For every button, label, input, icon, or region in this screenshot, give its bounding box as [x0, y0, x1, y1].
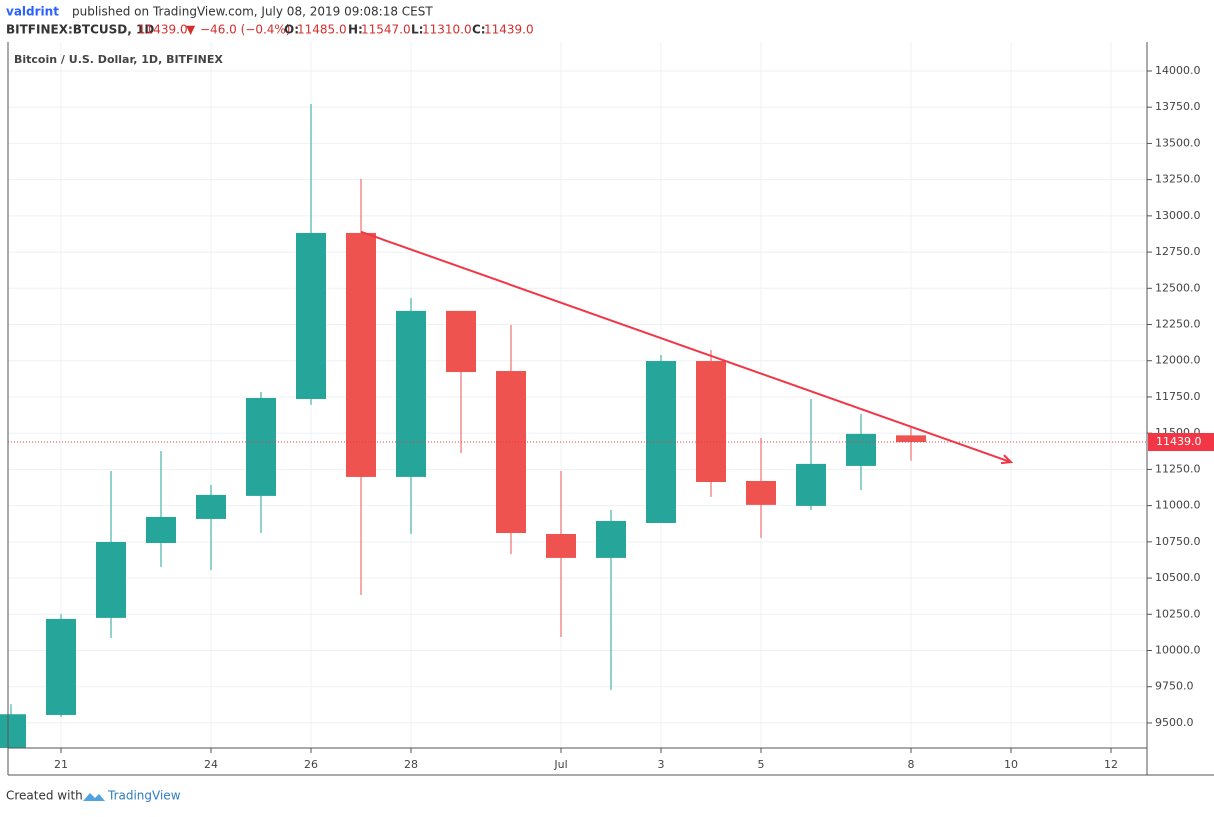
- logo: [83, 793, 105, 801]
- x-tick-label: 5: [758, 758, 765, 771]
- candle-body: [396, 310, 426, 477]
- author: valdrint: [6, 5, 59, 19]
- plot-area: [8, 42, 1147, 748]
- h-label: H:: [348, 23, 363, 37]
- y-tick-label: 11000.0: [1155, 499, 1201, 512]
- candle-body: [446, 310, 476, 373]
- published: published on TradingView.com, July 08, 2…: [72, 5, 433, 19]
- y-tick-label: 10750.0: [1155, 535, 1201, 548]
- y-tick-label: 9750.0: [1155, 680, 1194, 693]
- y-tick-label: 12500.0: [1155, 281, 1201, 294]
- open: 11485.0: [297, 23, 347, 37]
- y-tick-label: 14000.0: [1155, 64, 1201, 77]
- grid: [8, 42, 1147, 748]
- o-label: O:: [284, 23, 299, 37]
- y-tick-label: 13750.0: [1155, 100, 1201, 113]
- y-tick-label: 12000.0: [1155, 354, 1201, 367]
- candle-body: [746, 480, 776, 505]
- candle-body: [196, 494, 226, 519]
- candle-body: [546, 534, 576, 558]
- y-tick-label: 13250.0: [1155, 173, 1201, 186]
- y-tick-label: 10500.0: [1155, 571, 1201, 584]
- last-price-label: 11439.0: [1156, 435, 1202, 448]
- x-tick-label: 3: [658, 758, 665, 771]
- x-tick-label: 10: [1004, 758, 1018, 771]
- x-tick-label: Jul: [553, 758, 567, 771]
- x-tick-label: 12: [1104, 758, 1118, 771]
- y-tick-label: 9500.0: [1155, 716, 1194, 729]
- candle-body: [346, 232, 376, 477]
- y-tick-label: 10000.0: [1155, 643, 1201, 656]
- candle-body: [96, 541, 126, 618]
- candle-body: [846, 433, 876, 466]
- symbol: BITFINEX:BTCUSD, 1D: [6, 23, 154, 37]
- trendline-arrow: [1000, 454, 1014, 465]
- c-label: C:: [472, 23, 486, 37]
- last: 11439.0: [138, 23, 188, 37]
- y-tick-label: 11750.0: [1155, 390, 1201, 403]
- y-tick-label: 12250.0: [1155, 318, 1201, 331]
- high: 11547.0: [361, 23, 411, 37]
- candle-body: [246, 397, 276, 496]
- candle-body: [796, 463, 826, 506]
- y-tick-label: 10250.0: [1155, 607, 1201, 620]
- candle-body: [496, 371, 526, 533]
- arrow: ▼: [186, 23, 196, 37]
- candle-body: [46, 618, 76, 715]
- candle-body: [146, 516, 176, 543]
- y-tick-label: 11250.0: [1155, 462, 1201, 475]
- l-label: L:: [411, 23, 423, 37]
- last-price-box: [1148, 433, 1214, 452]
- candle-body: [296, 232, 326, 399]
- candle-body: [596, 520, 626, 558]
- candle-body: [696, 361, 726, 483]
- trendline: [360, 230, 1012, 464]
- x-tick-label: 28: [404, 758, 418, 771]
- x-tick-label: 8: [908, 758, 915, 771]
- close: 11439.0: [484, 23, 534, 37]
- marks: [0, 104, 1147, 748]
- y-tick-label: 13000.0: [1155, 209, 1201, 222]
- change: −46.0 (−0.4%): [200, 23, 291, 37]
- low: 11310.0: [422, 23, 472, 37]
- chart-title: Bitcoin / U.S. Dollar, 1D, BITFINEX: [14, 53, 223, 66]
- x-tick-label: 24: [204, 758, 218, 771]
- candle-body: [896, 435, 926, 443]
- candle-body: [0, 714, 26, 748]
- brand: TradingView: [107, 789, 181, 803]
- y-tick-label: 12750.0: [1155, 245, 1201, 258]
- created-with: Created with: [6, 789, 83, 803]
- x-tick-label: 26: [304, 758, 318, 771]
- x-tick-label: 21: [54, 758, 68, 771]
- y-tick-label: 13500.0: [1155, 136, 1201, 149]
